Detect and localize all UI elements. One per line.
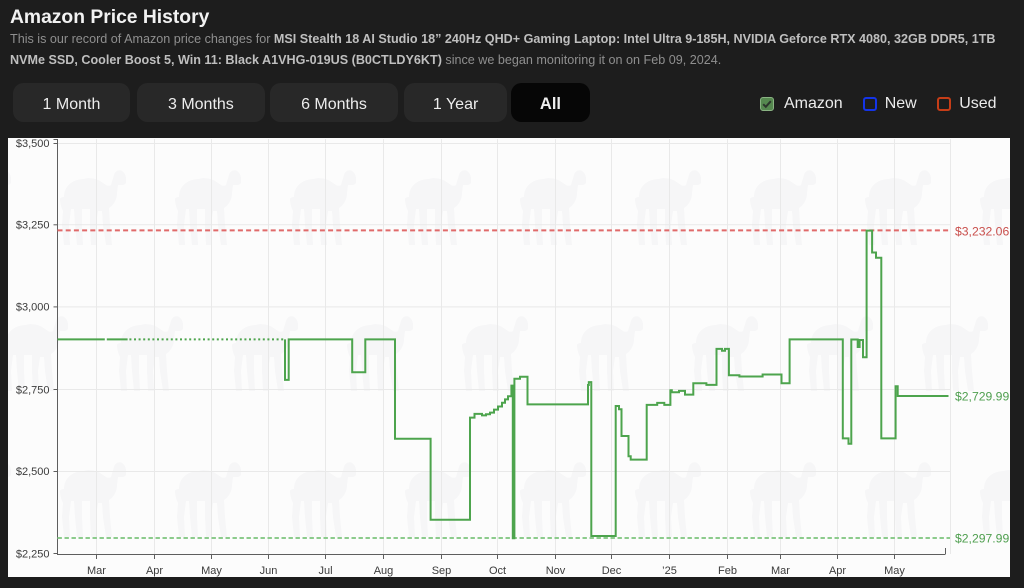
svg-text:Oct: Oct (489, 565, 506, 577)
svg-text:$3,000: $3,000 (16, 302, 50, 314)
svg-text:Nov: Nov (546, 565, 566, 577)
svg-text:Apr: Apr (146, 565, 163, 577)
svg-text:Mar: Mar (87, 565, 106, 577)
svg-text:$2,750: $2,750 (16, 384, 50, 396)
svg-text:Apr: Apr (829, 565, 846, 577)
svg-text:$3,500: $3,500 (16, 138, 50, 150)
svg-text:$2,500: $2,500 (16, 466, 50, 478)
svg-text:May: May (884, 565, 905, 577)
svg-text:$3,250: $3,250 (16, 219, 50, 231)
svg-text:$2,729.99: $2,729.99 (955, 389, 1009, 403)
svg-text:Aug: Aug (374, 565, 394, 577)
svg-text:Sep: Sep (432, 565, 452, 577)
svg-text:$3,232.06: $3,232.06 (955, 225, 1009, 239)
svg-text:$2,250: $2,250 (16, 549, 50, 561)
svg-text:$2,297.99: $2,297.99 (955, 532, 1009, 546)
svg-text:Jun: Jun (260, 565, 278, 577)
svg-text:May: May (201, 565, 222, 577)
svg-text:Dec: Dec (602, 565, 622, 577)
svg-text:Jul: Jul (318, 565, 332, 577)
svg-text:’25: ’25 (662, 565, 677, 577)
svg-text:Feb: Feb (718, 565, 737, 577)
svg-text:Mar: Mar (771, 565, 790, 577)
